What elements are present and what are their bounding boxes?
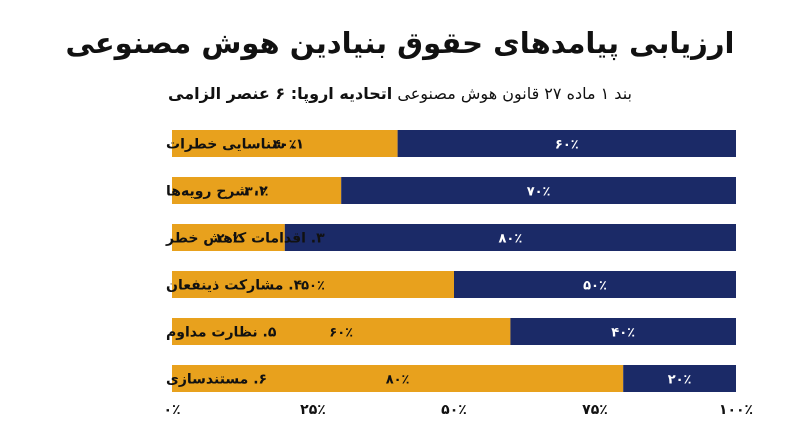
bar-segment-navy (284, 224, 736, 251)
chart-title: ارزیابی پیامدهای حقوق بنیادین هوش مصنوعی (65, 26, 735, 60)
category-label: ۲. شرح رویه‌ها (166, 184, 268, 200)
data-label: ۵۰٪ (583, 279, 607, 294)
x-tick-label: ۰٪ (163, 402, 180, 418)
data-label: ۸۰٪ (386, 373, 410, 388)
subtitle-bold: اتحادیه اروپا: ۶ عنصر الزامی (168, 84, 393, 103)
data-label: ۴۰٪ (273, 138, 297, 153)
bar-segment-orange (172, 271, 454, 298)
bar-segment-orange (172, 130, 398, 157)
x-tick-label: ۷۵٪ (582, 402, 608, 418)
bar-segment-orange (172, 365, 624, 392)
bar-segment-orange (172, 318, 511, 345)
category-label: ۳. اقدامات کاهش خطر (165, 231, 325, 247)
category-label: ۵. نظارت مداوم (166, 325, 277, 341)
bar-segment-navy (397, 130, 736, 157)
x-tick-label: ۵۰٪ (441, 402, 467, 418)
data-label: ۲۰٪ (668, 373, 692, 388)
bar-segment-navy (454, 271, 736, 298)
data-label: ۷۰٪ (527, 185, 551, 200)
bar-segment-orange (172, 224, 285, 251)
category-label: ۴. مشارکت ذینفعان (166, 278, 303, 294)
bar-segment-orange (172, 177, 342, 204)
data-label: ۳۰٪ (245, 185, 269, 200)
bar-segment-navy (623, 365, 736, 392)
data-label: ۸۰٪ (498, 232, 522, 247)
subtitle-regular: بند ۱ ماده ۲۷ قانون هوش مصنوعی (397, 84, 632, 103)
chart-subtitle: بند ۱ ماده ۲۷ قانون هوش مصنوعی اتحادیه ا… (0, 84, 800, 103)
data-label: ۴۰٪ (611, 326, 635, 341)
data-label: ۲۰٪ (216, 232, 240, 247)
data-label: ۵۰٪ (301, 279, 325, 294)
category-label: ۶. مستندسازی (166, 372, 267, 388)
data-label: ۶۰٪ (329, 326, 353, 341)
category-label: ۱. شناسایی خطرات (166, 137, 304, 153)
bar-segment-navy (341, 177, 736, 204)
x-tick-label: ۲۵٪ (300, 402, 326, 418)
bar-segment-navy (510, 318, 736, 345)
data-label: ۶۰٪ (555, 138, 579, 153)
x-tick-label: ۱۰۰٪ (719, 402, 753, 418)
